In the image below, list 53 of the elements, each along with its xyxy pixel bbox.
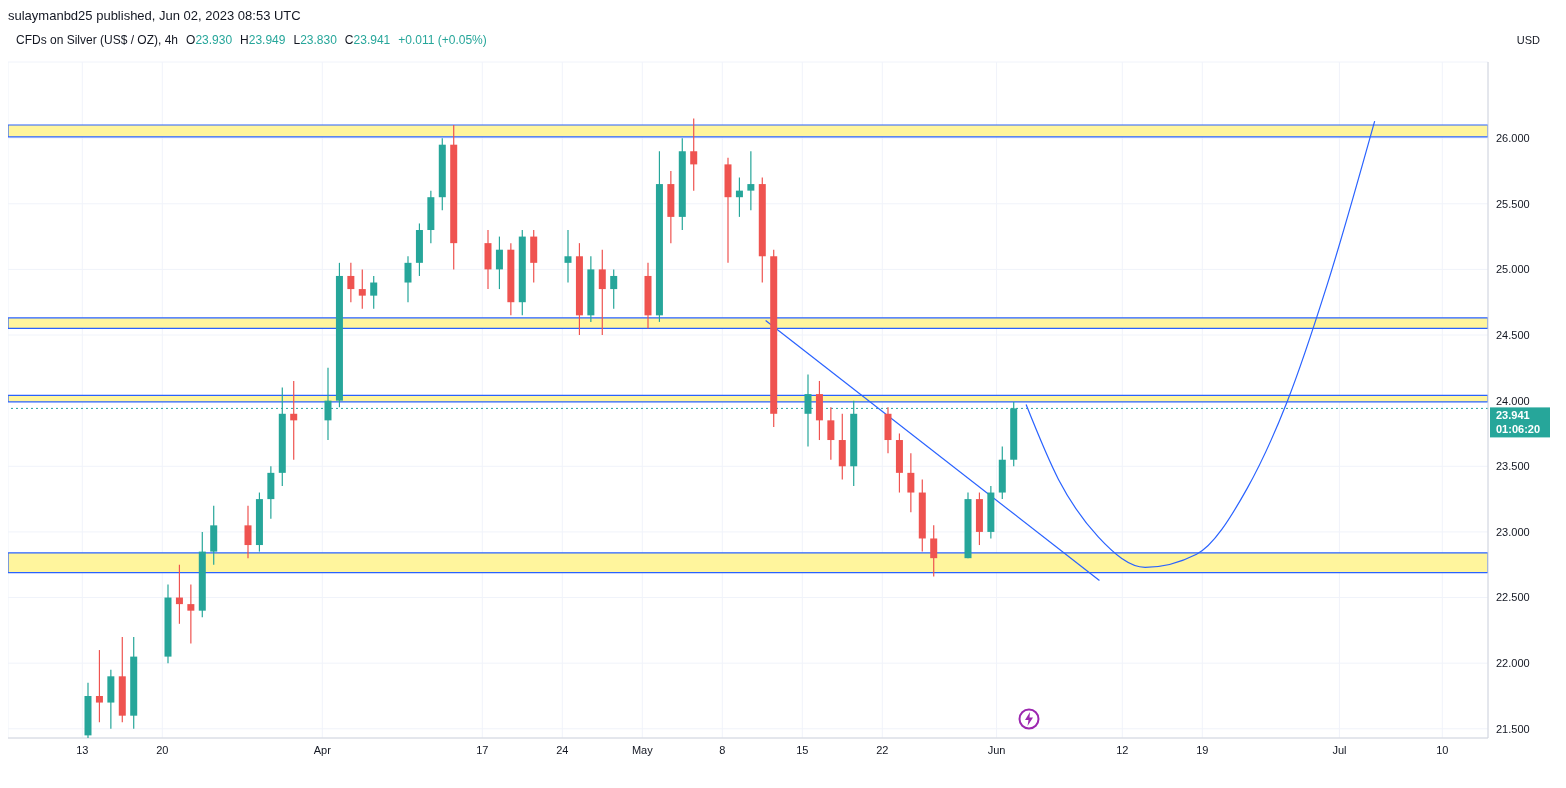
candlestick <box>598 249 606 336</box>
candlestick <box>610 268 618 310</box>
candlestick <box>358 268 366 310</box>
y-tick-label: 22.500 <box>1496 591 1530 604</box>
x-tick-label: 10 <box>1436 743 1449 756</box>
x-tick-label: 12 <box>1116 743 1129 756</box>
x-tick-label: Apr <box>313 743 332 756</box>
text: L23.830 <box>293 33 337 47</box>
candlestick <box>735 176 743 218</box>
x-tick-label: 17 <box>476 743 489 756</box>
y-axis-title: USD <box>1516 34 1540 46</box>
candlestick <box>187 583 195 645</box>
candlestick <box>690 117 698 192</box>
x-tick-label: Jun <box>987 743 1006 756</box>
candlestick <box>564 229 572 284</box>
y-tick-label: 23.000 <box>1496 525 1530 538</box>
text: 01:06:20 <box>1496 423 1541 436</box>
y-tick-label: 23.500 <box>1496 460 1530 473</box>
candlestick <box>907 452 915 513</box>
x-tick-label: Jul <box>1332 743 1347 756</box>
candlestick <box>244 505 252 559</box>
y-tick-label: 26.000 <box>1496 132 1530 145</box>
chart-title: CFDs on Silver (US$ / OZ), 4h <box>16 33 179 47</box>
candlestick <box>827 406 835 461</box>
y-tick-label: 25.500 <box>1496 197 1530 210</box>
x-tick-label: 13 <box>76 743 89 756</box>
candlestick <box>930 524 938 578</box>
text: H23.949 <box>240 33 286 47</box>
text: +0.011 (+0.05%) <box>398 33 487 47</box>
candlestick <box>747 150 755 211</box>
x-tick-label: 19 <box>1196 743 1209 756</box>
candlestick <box>347 262 355 303</box>
ref-line-label: 23.941 <box>1496 409 1530 422</box>
x-tick-label: May <box>631 743 654 756</box>
candlestick <box>95 649 103 723</box>
text: sulaymanbd25 published, Jun 02, 2023 08:53 UTC <box>8 8 301 23</box>
y-tick-label: 25.000 <box>1496 263 1530 276</box>
candlestick <box>290 380 298 461</box>
y-tick-label: 24.500 <box>1496 328 1530 341</box>
y-tick-label: 24.000 <box>1496 394 1530 407</box>
y-tick-label: 22.000 <box>1496 657 1530 670</box>
x-tick-label: 8 <box>719 743 726 756</box>
candlestick <box>404 255 412 303</box>
x-tick-label: 20 <box>156 743 169 756</box>
text: O23.930 <box>186 33 233 47</box>
x-tick-label: 22 <box>876 743 889 756</box>
x-tick-label: 24 <box>556 743 569 756</box>
candlestick <box>175 564 183 625</box>
x-tick-label: 15 <box>796 743 809 756</box>
candlestick <box>370 275 378 310</box>
text: C23.941 <box>344 33 391 47</box>
y-tick-label: 21.500 <box>1496 722 1530 735</box>
candlestick <box>495 235 503 290</box>
